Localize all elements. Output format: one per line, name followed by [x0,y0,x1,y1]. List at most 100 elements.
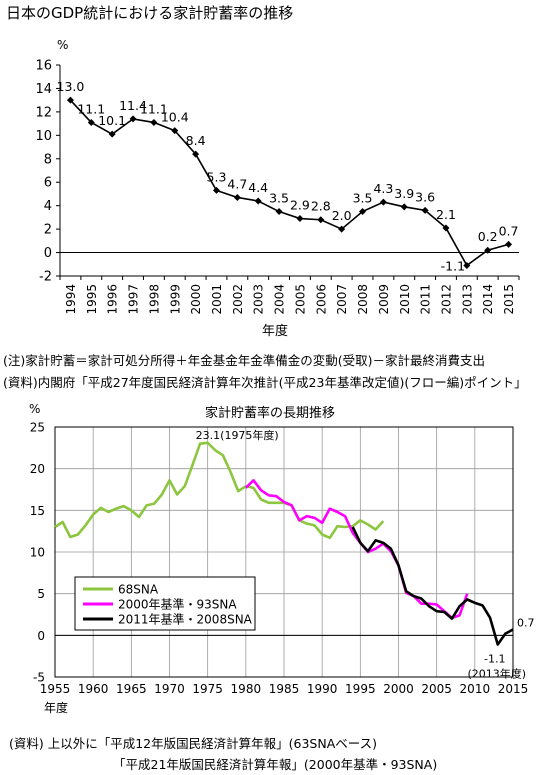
chart2-series-line-2 [244,479,469,620]
chart2-y-tick-label: 5 [37,587,45,601]
chart1-data-point [484,246,492,254]
chart2-x-tick-label: 2000 [383,682,414,696]
chart1-data-point [87,118,95,126]
chart1-data-label: 3.6 [415,189,435,204]
chart2-x-tick-label: 1995 [345,682,376,696]
chart1-data-label: 4.4 [248,180,268,195]
chart2-annotation-min: -1.1 [484,653,505,666]
chart1-data-label: 4.3 [373,181,393,196]
chart1-data-point [129,115,137,123]
chart1-data-label: 8.4 [186,133,206,148]
chart1-data-label: 10.4 [161,110,189,125]
chart1-data-label: 10.1 [98,113,126,128]
chart1-data-label: 5.3 [207,169,227,184]
chart1-data-point [275,208,283,216]
chart1-x-tick-label: 1996 [106,284,120,315]
chart1-y-tick-label: 4 [44,199,52,214]
chart1-data-point [212,186,220,194]
chart1-data-label: -1.1 [441,258,465,273]
chart1-x-tick-label: 2012 [439,284,453,315]
chart1-x-tick-label: 2014 [481,284,495,315]
chart1-data-label: 2.0 [332,208,352,223]
chart2-legend-label-3: 2011年基準・2008SNA [118,612,253,627]
chart1-data-label: 3.9 [394,186,414,201]
chart1-data-point [317,216,325,224]
chart1-x-tick-label: 2009 [377,284,391,315]
footer-sources-line-1: (資料) 上以外に「平成12年版国民経済計算年報」(63SNAベース) [9,736,378,751]
chart1-data-label: 11.4 [119,98,147,113]
chart1-data-point [421,206,429,214]
chart1-y-tick-label: 6 [44,176,52,191]
chart1-x-tick-label: 2000 [189,284,203,315]
chart1-y-tick-label: -2 [39,270,52,285]
chart1-data-label: 0.7 [499,223,519,238]
chart1-data-label: 11.1 [77,101,105,116]
chart1-data-point [192,150,200,158]
chart1-data-point [400,203,408,211]
chart1-x-tick-label: 2007 [335,284,349,315]
chart2-x-axis-label: 年度 [44,701,69,715]
footer-sources-line-2: 「平成21年版国民経済計算年報」(2000年基準・93SNA) [113,757,438,772]
chart1-x-tick-label: 2002 [231,284,245,315]
chart2-legend-label-2: 2000年基準・93SNA [118,597,237,612]
chart1-y-axis-unit: % [57,38,69,52]
chart1-x-tick-label: 2006 [314,284,328,315]
chart1-y-tick-label: 0 [44,246,52,261]
chart1-x-tick-label: 2005 [293,284,307,315]
chart1-y-tick-label: 14 [35,82,52,97]
chart1-data-label: 3.5 [269,191,289,206]
chart2-title: 家計貯蓄率の長期推移 [205,406,336,421]
chart2-series-line-1 [54,441,385,540]
chart1-x-tick-label: 1995 [85,284,99,315]
chart2-plot: -5 0 5 10 15 20 25 1955 1960 1965 1970 1975 1980 1985… [30,421,535,697]
chart2-annotation-peak: 23.1(1975年度) [196,428,279,442]
chart1-x-tick-label: 2015 [502,284,516,315]
chart2-y-tick-label: 15 [30,504,45,518]
chart1-x-tick-label: 2001 [210,284,224,315]
chart1-data-point [66,96,74,104]
chart1-x-tick-label: 2003 [252,284,266,315]
chart2-annotation-min-year: (2013年度) [467,667,526,681]
chart1-y-tick-label: 2 [44,223,52,238]
chart1-data-point [463,261,471,269]
chart1-source: (資料)内閣府「平成27年度国民経済計算年次推計(平成23年基準改定値)(フロー… [3,375,527,390]
chart1-y-tick-label: 8 [44,152,52,167]
chart2-x-tick-label: 1985 [269,682,300,696]
chart1-data-label: 3.5 [353,191,373,206]
chart2-y-tick-label: 10 [30,546,45,560]
chart1-x-axis-label: 年度 [262,324,289,339]
chart1-x-tick-label: 2010 [398,284,412,315]
chart2-annotation-latest: 0.7 [517,617,535,630]
chart2-y-axis-unit: % [29,402,41,416]
chart2-series-line-3 [351,526,514,646]
chart2-x-tick-label: 1965 [116,682,147,696]
chart1-data-label: 4.7 [227,176,247,191]
chart1-x-tick-label: 1994 [64,284,78,315]
chart2-y-tick-label: -5 [33,671,45,685]
chart2-x-tick-label: 1990 [307,682,338,696]
chart1-data-label: 0.2 [478,229,498,244]
chart1-y-tick-label: 12 [35,105,52,120]
chart2-x-tick-label: 2005 [421,682,452,696]
chart1-data-point [442,224,450,232]
chart1-data-label: 11.1 [140,101,168,116]
chart1-data-point [108,130,116,138]
chart2-y-tick-label: 0 [37,629,45,643]
chart2-x-tick-label: 1970 [154,682,185,696]
chart1-data-point [505,240,513,248]
page-title: 日本のGDP統計における家計貯蓄率の推移 [6,4,294,22]
chart1-y-tick-label: 16 [35,59,52,74]
chart1-x-tick-label: 2008 [356,284,370,315]
chart1-x-tick-label: 2011 [419,284,433,315]
chart2-x-tick-label: 2010 [460,682,491,696]
chart1-data-point [233,193,241,201]
chart1-x-tick-label: 1997 [127,284,141,315]
chart1-x-tick-label: 2004 [273,284,287,315]
chart1-data-point [379,198,387,206]
chart1-data-point [254,197,262,205]
chart1-data-point [359,208,367,216]
chart1-data-label: 2.1 [436,207,456,222]
chart2-y-tick-label: 20 [30,462,45,476]
